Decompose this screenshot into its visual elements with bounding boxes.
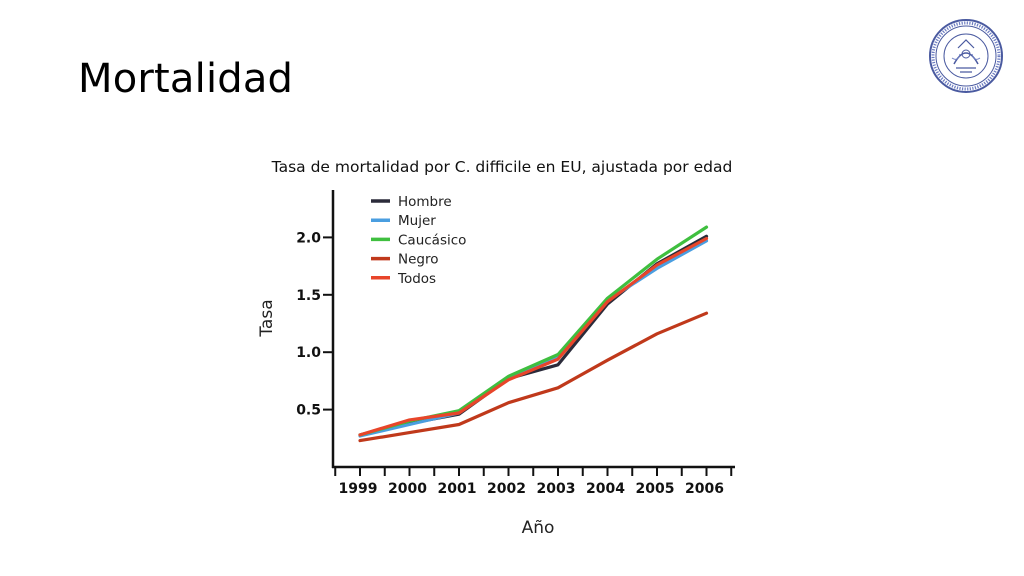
legend-label: Mujer <box>398 213 436 229</box>
chart-legend: Hombre Mujer Caucásico Negro Todos <box>371 194 466 287</box>
legend-label: Todos <box>397 271 436 287</box>
x-tick-label: 2006 <box>685 481 724 497</box>
y-tick-label: 0.5 <box>296 403 321 419</box>
y-tick-label: 1.0 <box>296 345 321 361</box>
x-tick-label: 2002 <box>487 481 526 497</box>
chart-title: Tasa de mortalidad por C. difficile en E… <box>271 158 733 176</box>
x-tick-label: 2001 <box>438 481 477 497</box>
institution-seal-logo <box>929 19 1003 93</box>
legend-label: Caucásico <box>398 232 466 248</box>
x-tick-label: 2000 <box>388 481 427 497</box>
y-tick-label: 2.0 <box>296 230 321 246</box>
y-tick-labels: 0.5 1.0 1.5 2.0 <box>296 230 333 419</box>
x-tick-labels: 1999 2000 2001 2002 2003 2004 2005 2006 <box>334 467 733 497</box>
x-axis-label: Año <box>522 518 555 538</box>
x-tick-label: 2005 <box>636 481 675 497</box>
series-lines <box>358 225 709 443</box>
x-tick-label: 1999 <box>339 481 378 497</box>
legend-label: Negro <box>398 252 439 268</box>
slide-title: Mortalidad <box>78 56 294 102</box>
legend-label: Hombre <box>398 194 452 210</box>
y-tick-label: 1.5 <box>296 288 321 304</box>
x-tick-label: 2004 <box>586 481 625 497</box>
x-tick-label: 2003 <box>537 481 576 497</box>
series-line-negro <box>358 311 709 443</box>
series-line-todos <box>358 236 709 437</box>
y-axis-label: Tasa <box>257 299 277 337</box>
